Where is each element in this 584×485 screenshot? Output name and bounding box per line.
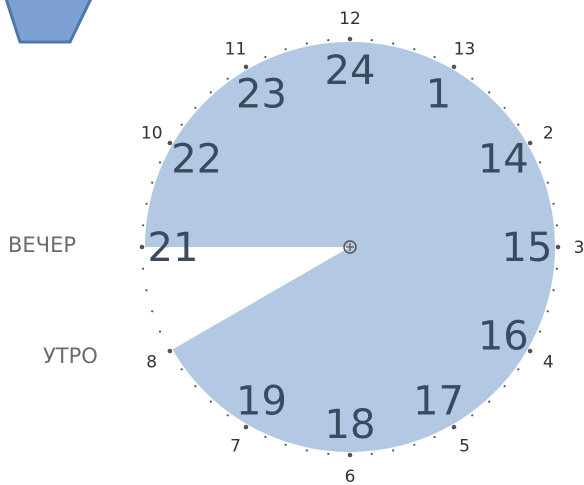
minute-tick <box>546 310 549 313</box>
minute-tick <box>142 267 145 270</box>
hexagon-shape <box>4 0 92 44</box>
hour-tick <box>167 348 173 354</box>
morning-label: УТРО <box>43 344 98 368</box>
minute-tick <box>284 48 287 51</box>
outer-hour-number: 8 <box>146 353 157 373</box>
minute-tick <box>305 449 308 452</box>
hour-tick <box>451 424 457 430</box>
minute-tick <box>546 181 549 184</box>
inner-hour-number: 14 <box>478 137 529 183</box>
hour-tick <box>243 424 249 430</box>
inner-hour-number: 21 <box>148 225 199 271</box>
outer-hour-number: 12 <box>339 9 361 29</box>
minute-tick <box>158 330 162 333</box>
minute-tick <box>555 224 559 227</box>
outer-hour-number: 7 <box>230 436 241 456</box>
minute-tick <box>488 400 491 403</box>
minute-tick <box>488 91 491 94</box>
inner-hour-number: 19 <box>236 378 287 424</box>
outer-hour-number: 13 <box>454 40 476 60</box>
minute-tick <box>392 42 395 45</box>
minute-tick <box>433 435 436 439</box>
minute-tick <box>471 414 474 417</box>
minute-tick <box>503 106 506 109</box>
outer-hour-number: 11 <box>225 40 247 60</box>
inner-hour-number: 1 <box>426 72 451 118</box>
minute-tick <box>209 91 212 94</box>
minute-tick <box>142 224 145 227</box>
inner-hour-number: 18 <box>325 402 376 448</box>
minute-tick <box>538 330 542 333</box>
hour-tick <box>139 244 145 250</box>
hour-tick <box>527 348 533 354</box>
center-hub <box>343 240 357 254</box>
outer-hour-number: 3 <box>574 238 584 258</box>
minute-tick <box>552 202 555 205</box>
minute-tick <box>180 368 183 371</box>
minute-tick <box>226 77 229 80</box>
minute-tick <box>392 449 395 452</box>
inner-hour-number: 24 <box>325 48 376 94</box>
minute-tick <box>145 289 148 292</box>
minute-tick <box>370 452 373 455</box>
minute-tick <box>158 161 162 164</box>
outer-hour-number: 5 <box>459 436 470 456</box>
minute-tick <box>503 385 506 388</box>
minute-tick <box>180 123 183 126</box>
minute-tick <box>433 55 436 59</box>
hour-tick <box>451 64 457 70</box>
minute-tick <box>145 202 148 205</box>
inner-hour-number: 17 <box>413 378 464 424</box>
minute-tick <box>151 310 154 313</box>
minute-tick <box>517 123 520 126</box>
minute-tick <box>471 77 474 80</box>
minute-tick <box>209 400 212 403</box>
outer-hour-number: 6 <box>345 467 356 485</box>
hour-tick <box>347 452 353 458</box>
minute-tick <box>284 443 287 446</box>
minute-tick <box>370 39 373 42</box>
minute-tick <box>151 181 154 184</box>
outer-hour-number: 4 <box>543 353 554 373</box>
inner-hour-number: 22 <box>171 137 222 183</box>
minute-tick <box>264 435 267 439</box>
minute-tick <box>555 267 559 270</box>
minute-tick <box>194 106 197 109</box>
minute-tick <box>517 368 520 371</box>
evening-label: ВЕЧЕР <box>8 233 77 257</box>
minute-tick <box>327 452 330 455</box>
hour-tick <box>555 244 561 250</box>
minute-tick <box>305 42 308 45</box>
minute-tick <box>226 414 229 417</box>
outer-hour-number: 2 <box>543 124 554 144</box>
minute-tick <box>327 39 330 42</box>
minute-tick <box>538 161 542 164</box>
minute-tick <box>194 385 197 388</box>
inner-hour-number: 23 <box>236 72 287 118</box>
hour-tick <box>347 36 353 42</box>
minute-tick <box>552 289 555 292</box>
inner-hour-number: 15 <box>502 225 553 271</box>
hour-tick <box>243 64 249 70</box>
minute-tick <box>413 48 416 51</box>
hour-tick <box>527 140 533 146</box>
inner-hour-number: 16 <box>478 314 529 360</box>
hour-tick <box>167 140 173 146</box>
minute-tick <box>264 55 267 59</box>
minute-tick <box>413 443 416 446</box>
outer-hour-number: 10 <box>141 124 163 144</box>
